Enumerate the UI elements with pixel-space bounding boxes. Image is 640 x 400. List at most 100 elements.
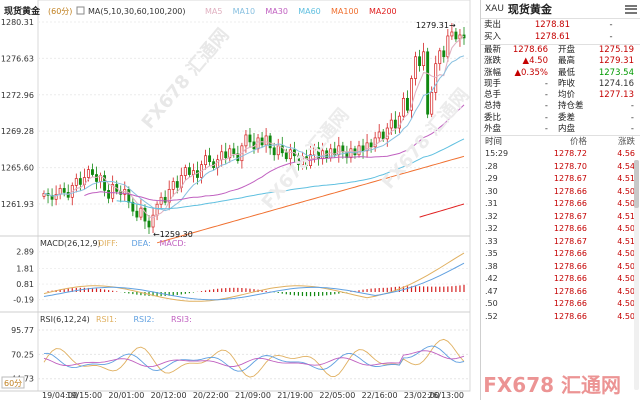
trade-change: 4.51 (617, 174, 635, 184)
quote-name: 现货黄金 (507, 3, 552, 16)
stat-label: 外盘 (484, 124, 502, 135)
rsi-tick-label: 70.25 (11, 350, 34, 359)
rsi-tick-label: 95.77 (11, 326, 34, 335)
ma10-line (43, 55, 465, 212)
candle-body (418, 56, 422, 67)
candle-body (365, 142, 369, 152)
header-price: 价格 (569, 137, 587, 148)
trade-price: 1278.66 (553, 299, 587, 309)
trade-row: .38 1278.66 4.50 (481, 261, 640, 274)
bid-ask-row: 卖出 1278.81 - (481, 19, 640, 31)
trade-time: .47 (485, 286, 498, 296)
quote-panel: XAU 现货黄金 卖出 1278.81 - 买入 1278.61 - 最新 1278.66 开… (480, 0, 640, 400)
stat-value: 1278.66 (512, 45, 548, 55)
ma200-line (419, 203, 465, 218)
candle-body (397, 115, 401, 129)
bid-ask-extra: - (609, 32, 613, 42)
kline-chart-area[interactable]: 1280.31 1276.63 1272.96 1269.28 1265.60 1261.… (0, 0, 480, 400)
candle-body (228, 148, 232, 159)
low-price-label: ←1259.30 (153, 230, 193, 239)
candle-body (450, 31, 454, 37)
trade-price: 1278.66 (553, 224, 587, 234)
candle-body (204, 155, 207, 165)
stat-value: 1275.19 (598, 45, 634, 55)
candle-body (430, 92, 434, 115)
candle-body (50, 194, 54, 200)
time-axis-label: 23/02:00 (404, 391, 440, 400)
stat-value: - (544, 112, 548, 123)
quote-header: XAU 现货黄金 (481, 0, 640, 19)
candle-body (175, 181, 179, 188)
macd-tick-label: 1.81 (16, 265, 34, 274)
stats-row: 最新 1278.66 开盘 1275.19 (481, 45, 640, 56)
trades-header: 时间 价格 涨跌 (481, 136, 640, 148)
trade-change: 4.50 (617, 186, 635, 196)
ma-legend-item: MA100 (331, 7, 359, 16)
macd-tick-label: 2.89 (16, 248, 34, 257)
rsi-line-3 (43, 350, 465, 368)
time-axis-label: 22/05:00 (319, 391, 355, 400)
trade-change: 4.50 (617, 199, 635, 209)
bid-ask-label: 买入 (484, 32, 502, 42)
trade-change: 4.50 (617, 311, 635, 321)
trade-row: .31 1278.66 4.50 (481, 198, 640, 211)
trade-row: .42 1278.66 4.50 (481, 273, 640, 286)
trade-price: 1278.66 (553, 186, 587, 196)
candle-body (78, 178, 82, 185)
macd-dea-line (43, 262, 465, 301)
scrollbar-thumb[interactable] (634, 160, 639, 208)
candle-body (406, 97, 409, 111)
stat-value: 1279.31 (598, 56, 634, 67)
candle-body (135, 210, 139, 218)
trades-scrollbar[interactable] (634, 160, 639, 390)
candle-body (86, 169, 90, 178)
trade-time: .31 (485, 199, 498, 209)
candle-body (103, 175, 107, 191)
trade-time: .33 (485, 236, 498, 246)
fx678-watermark-logo: FX678 汇通网 (483, 373, 621, 397)
trade-price: 1278.66 (553, 311, 587, 321)
candle-body (426, 51, 430, 115)
candle-body (58, 188, 62, 195)
candle-body (244, 134, 248, 147)
ma-legend-item: MA200 (369, 7, 397, 16)
trade-price: 1278.66 (553, 274, 587, 284)
candle-body (393, 119, 397, 129)
stat-label: 涨跌 (484, 56, 502, 67)
stat-label: 开盘 (558, 45, 576, 55)
trade-time: .29 (485, 174, 498, 184)
candle-body (62, 188, 66, 193)
period-selector-box (1, 376, 25, 389)
trade-row: .47 1278.66 4.50 (481, 286, 640, 299)
rsi-label: RSI(6,12,24) (40, 315, 90, 324)
time-axis-label: 20/22:00 (193, 391, 229, 400)
candle-body (268, 135, 272, 149)
time-axis-label: 20/12:00 (151, 391, 187, 400)
macd-tick-label: -0.19 (13, 296, 34, 305)
candle-body (361, 145, 365, 152)
menu-icon[interactable] (625, 4, 637, 14)
candle-body (111, 184, 115, 199)
stat-value: 1277.13 (598, 90, 634, 101)
header-change: 涨跌 (617, 137, 635, 148)
macd-legend-item: MACD: (160, 239, 187, 248)
kline-chart[interactable]: 1280.31 1276.63 1272.96 1269.28 1265.60 1261.… (0, 0, 480, 400)
trade-price: 1278.67 (553, 174, 587, 184)
ma5-line (43, 35, 465, 219)
trade-price: 1278.67 (553, 211, 587, 221)
trade-row: .50 1278.66 4.50 (481, 298, 640, 311)
quote-stats-table: 最新 1278.66 开盘 1275.19 涨跌 ▲4.50 最高 1279.31 涨幅 ▲0.3… (481, 44, 640, 135)
trade-price: 1278.66 (553, 286, 587, 296)
bid-ask-table: 卖出 1278.81 - 买入 1278.61 - (481, 19, 640, 43)
ma-legend-item: MA60 (298, 7, 321, 16)
stats-row: 总持 - 持仓差 - (481, 101, 640, 112)
trade-row: .32 1278.66 4.50 (481, 223, 640, 236)
stat-label: 最高 (558, 56, 576, 67)
high-price-label: 1279.31→ (416, 21, 456, 30)
stat-value: 1273.54 (598, 67, 634, 78)
candle-body (422, 51, 426, 67)
candle-body (248, 134, 252, 143)
stat-label: 总手 (484, 90, 502, 101)
stat-value: ▲0.35% (514, 67, 548, 78)
stats-row: 涨跌 ▲4.50 最高 1279.31 (481, 56, 640, 67)
